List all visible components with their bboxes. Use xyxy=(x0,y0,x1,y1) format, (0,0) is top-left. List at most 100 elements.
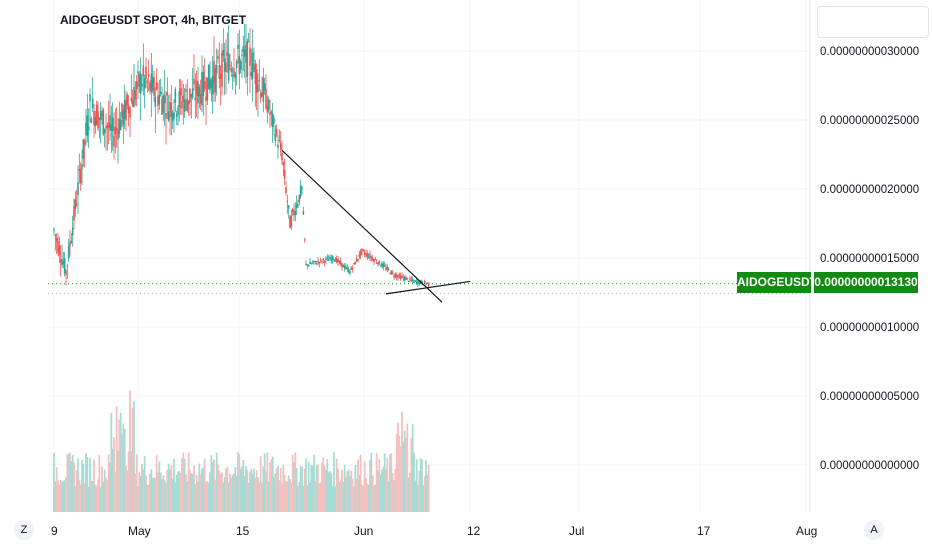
price-tick-label: 0.00000000025000 xyxy=(820,115,919,127)
volume-bar xyxy=(421,459,423,512)
volume-bar xyxy=(373,485,375,512)
volume-bar xyxy=(125,465,127,512)
trendlines[interactable] xyxy=(281,149,471,303)
candle-body xyxy=(121,103,123,118)
candle-body xyxy=(102,109,105,135)
candle-body xyxy=(270,111,273,114)
candle-body xyxy=(381,263,383,267)
volume-bar xyxy=(302,485,305,512)
candle-body xyxy=(127,105,130,113)
candle-body xyxy=(157,95,159,106)
candle-body xyxy=(298,194,301,203)
candle-body xyxy=(349,271,351,274)
candle-body xyxy=(171,113,174,121)
volume-bar xyxy=(313,454,315,512)
candle-body xyxy=(239,61,242,70)
candle-body xyxy=(227,53,230,81)
volume-bar xyxy=(374,484,377,512)
volume-bar xyxy=(242,459,245,512)
volume-bar xyxy=(245,466,247,512)
volume-bar xyxy=(297,486,299,512)
candle-body xyxy=(253,66,255,70)
candle-body xyxy=(289,216,291,229)
candle-body xyxy=(350,267,353,270)
volume-bar xyxy=(354,464,357,512)
volume-bar xyxy=(166,469,169,512)
volume-bar xyxy=(278,480,281,512)
candle-body xyxy=(71,227,74,236)
candle-body xyxy=(98,117,101,120)
volume-bar xyxy=(134,473,137,512)
candle-body xyxy=(109,115,111,131)
candle-body xyxy=(189,88,191,103)
volume-bar xyxy=(261,482,263,512)
volume-bar xyxy=(126,470,129,512)
time-tick-label: 17 xyxy=(697,524,711,538)
candle-body xyxy=(103,129,106,133)
candle-body xyxy=(165,113,167,119)
candle-body xyxy=(90,118,93,123)
volume-bar xyxy=(246,469,249,512)
volume-bar xyxy=(391,473,394,512)
volume-bar xyxy=(361,484,363,512)
volume-bar xyxy=(365,478,367,512)
candle-body xyxy=(307,264,310,266)
candle-body xyxy=(337,259,339,263)
candle-body xyxy=(387,268,390,270)
candle-body xyxy=(301,187,303,190)
candle-body xyxy=(330,258,333,262)
candle-body xyxy=(402,277,405,279)
volume-bar xyxy=(310,464,313,512)
candle-body xyxy=(327,259,330,261)
candle-body xyxy=(391,272,394,274)
volume-bar xyxy=(303,468,306,512)
volume-bar xyxy=(189,469,191,512)
volume-bar xyxy=(202,467,205,512)
candle-body xyxy=(370,257,373,259)
candle-body xyxy=(87,126,90,131)
candle-body xyxy=(111,117,114,131)
candle-body xyxy=(162,95,165,113)
candle-body xyxy=(194,97,197,101)
candle-body xyxy=(250,71,253,77)
candle-body xyxy=(173,112,175,119)
candle-body xyxy=(418,281,421,284)
volume-bar xyxy=(410,437,413,512)
volume-bar xyxy=(381,469,383,512)
volume-bar xyxy=(351,478,354,512)
candle-body xyxy=(306,264,309,266)
candle-body xyxy=(114,126,117,135)
candle-body xyxy=(187,100,190,105)
volume-bar xyxy=(105,477,107,512)
zoom-toggle-button[interactable]: Z xyxy=(14,520,34,540)
auto-scale-button[interactable]: A xyxy=(864,520,884,540)
candle-body xyxy=(233,68,235,77)
price-axis[interactable]: 0.00000000030000 0.00000000025000 0.000000… xyxy=(809,0,919,512)
symbol-search-box[interactable] xyxy=(817,6,929,38)
volume-bar xyxy=(119,412,122,512)
candle-body xyxy=(133,86,135,107)
candle-body xyxy=(70,240,73,243)
candle-body xyxy=(94,116,97,127)
volume-bar xyxy=(78,480,81,512)
candle-body xyxy=(277,144,279,148)
candle-body xyxy=(123,99,126,119)
candle-body xyxy=(195,80,198,96)
volume-bar xyxy=(350,470,353,512)
volume-bar xyxy=(407,477,410,512)
volume-bar xyxy=(229,473,231,512)
candle-body xyxy=(386,266,389,271)
candle-body xyxy=(311,262,314,264)
candle-body xyxy=(385,267,387,270)
volume-bar xyxy=(331,486,334,512)
volume-bar xyxy=(231,474,234,512)
volume-bar xyxy=(230,478,233,512)
volume-bar xyxy=(293,462,295,512)
candle-body xyxy=(425,283,427,285)
volume-bar xyxy=(269,462,271,512)
volume-bar xyxy=(419,458,422,512)
volume-bar xyxy=(107,454,110,512)
candle-body xyxy=(53,229,55,231)
